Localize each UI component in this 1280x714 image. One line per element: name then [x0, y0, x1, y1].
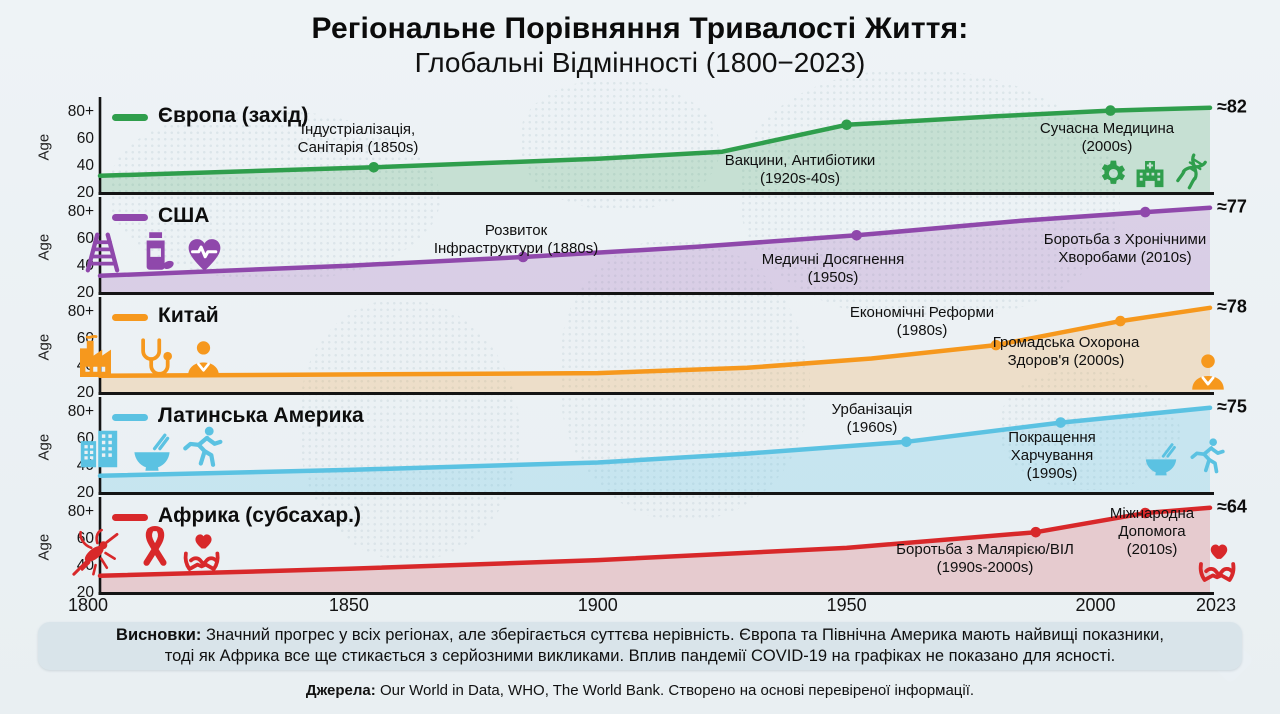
event-annotation: Урбанізація (1960s) [831, 401, 913, 436]
event-dot [901, 436, 912, 448]
conclusions-label: Висновки: [116, 626, 202, 644]
event-dot [1030, 526, 1042, 538]
event-dot [517, 251, 529, 263]
y-tick-label: 20 [76, 184, 94, 201]
conclusions-line-2: тоді як Африка все ще стикається з серйо… [164, 647, 1116, 665]
medicine-icon [134, 229, 178, 273]
y-tick-label: 80+ [67, 103, 94, 120]
event-annotation: Медичні Досягнення (1950s) [761, 251, 905, 286]
area-4 [100, 507, 1210, 592]
y-tick-label: 20 [76, 384, 94, 401]
x-tick-label: 2000 [1075, 595, 1116, 615]
hands-heart-icon [1196, 538, 1242, 584]
sources-label: Джерела: [305, 682, 376, 699]
noodle-bowl-icon [1142, 441, 1180, 479]
region-label: Африка (субсахар.) [158, 504, 361, 527]
event-dot [1105, 105, 1116, 116]
y-tick-label: 80+ [67, 503, 94, 520]
region-label: Європа (захід) [158, 104, 309, 127]
trend-line-1 [97, 205, 1213, 279]
page-title: Регіональне Порівняння Тривалості Життя: [311, 12, 969, 45]
trend-line-0 [97, 105, 1213, 179]
legend-swatch [112, 314, 148, 321]
awareness-ribbon-icon [133, 524, 177, 568]
legend-swatch [112, 514, 148, 521]
x-tick-label: 1850 [328, 595, 369, 615]
y-tick-label: 80+ [67, 203, 94, 220]
region-label: США [158, 204, 210, 227]
stethoscope-icon [130, 335, 175, 380]
event-annotation: Розвиток Інфраструктури (1880s) [433, 222, 599, 257]
end-value-label: ≈82 [1217, 96, 1247, 117]
doctor-icon [1186, 350, 1230, 394]
x-tick-label: 1800 [67, 595, 109, 615]
event-dot [1055, 417, 1066, 428]
x-tick-label: 1950 [826, 595, 867, 615]
end-value-label: ≈78 [1217, 296, 1247, 317]
event-annotation: Боротьба з Хронічними Хворобами (2010s) [1043, 231, 1207, 266]
event-dot [841, 119, 852, 131]
legend-swatch [112, 214, 148, 221]
event-dot [990, 339, 1002, 351]
legend-swatch [112, 114, 148, 121]
life-expectancy-chart [97, 97, 1214, 595]
doctor-icon [182, 337, 225, 380]
runner-icon [178, 424, 224, 470]
event-annotation: Сучасна Медицина (2000s) [1039, 120, 1175, 155]
y-tick-label: 80+ [67, 403, 94, 420]
event-dot [1115, 315, 1126, 327]
event-annotation: Економічні Реформи (1980s) [849, 304, 995, 339]
heartbeat-icon [184, 234, 225, 275]
y-tick-label: 20 [76, 284, 94, 301]
y-tick-label: 80+ [67, 303, 94, 320]
dna-icon [1173, 153, 1210, 190]
buildings-icon [76, 426, 122, 472]
region-label: Латинська Америка [158, 404, 364, 427]
end-value-label: ≈64 [1217, 496, 1247, 517]
page-subtitle: Глобальні Відмінності (1800−2023) [414, 47, 866, 78]
runner-icon [1186, 436, 1226, 476]
factory-icon [74, 334, 122, 382]
y-tick-label: 60 [76, 130, 94, 147]
event-annotation: Міжнародна Допомога (2010s) [1109, 505, 1195, 558]
event-dot [368, 161, 380, 173]
end-value-label: ≈77 [1217, 196, 1247, 217]
event-annotation: Боротьба з Малярією/ВІЛ (1990s-2000s) [896, 541, 1074, 576]
end-value-label: ≈75 [1217, 396, 1247, 417]
conclusions-line-1: Висновки: Значний прогрес у всіх регіона… [116, 626, 1164, 644]
event-annotation: Вакцини, Антибіотики (1920s-40s) [724, 152, 876, 187]
noodle-bowl-icon [130, 431, 174, 475]
area-2 [100, 307, 1210, 392]
y-tick-label: 20 [76, 484, 94, 501]
x-tick-label: 2023 [1195, 595, 1237, 615]
event-dot [1139, 507, 1151, 519]
y-tick-label: 60 [76, 230, 94, 247]
region-label: Китай [158, 304, 219, 327]
y-tick-label: 40 [76, 157, 94, 174]
gear-icon [1097, 158, 1128, 189]
x-tick-label: 1900 [577, 595, 618, 615]
mosquito-icon [70, 527, 122, 579]
event-dot [851, 229, 862, 241]
event-annotation: Покращення Харчування (1990s) [1008, 429, 1096, 482]
railroad-icon [80, 230, 125, 275]
hospital-icon [1133, 156, 1167, 190]
y-tick-label: 20 [76, 584, 94, 601]
event-annotation: Індустріалізація, Санітарія (1850s) [297, 121, 419, 156]
conclusions-box: Висновки: Значний прогрес у всіх регіона… [38, 622, 1242, 670]
event-dot [1139, 206, 1151, 218]
legend-swatch [112, 414, 148, 421]
event-annotation: Громадська Охорона Здоров'я (2000s) [992, 334, 1140, 369]
hands-heart-icon [181, 528, 226, 573]
sources-footer: Джерела: Our World in Data, WHO, The Wor… [305, 682, 975, 699]
